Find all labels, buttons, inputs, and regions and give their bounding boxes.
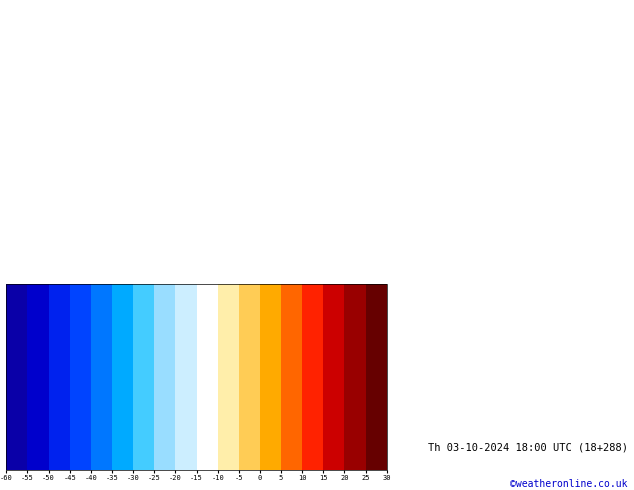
- Text: Install cartopy for map: Install cartopy for map: [238, 212, 396, 226]
- Text: ©weatheronline.co.uk: ©weatheronline.co.uk: [510, 479, 628, 489]
- Text: Th 03-10-2024 18:00 UTC (18+288): Th 03-10-2024 18:00 UTC (18+288): [428, 442, 628, 453]
- Text: Height/Temp. 100 hPa [gdmp][°C] GFS: Height/Temp. 100 hPa [gdmp][°C] GFS: [6, 442, 225, 453]
